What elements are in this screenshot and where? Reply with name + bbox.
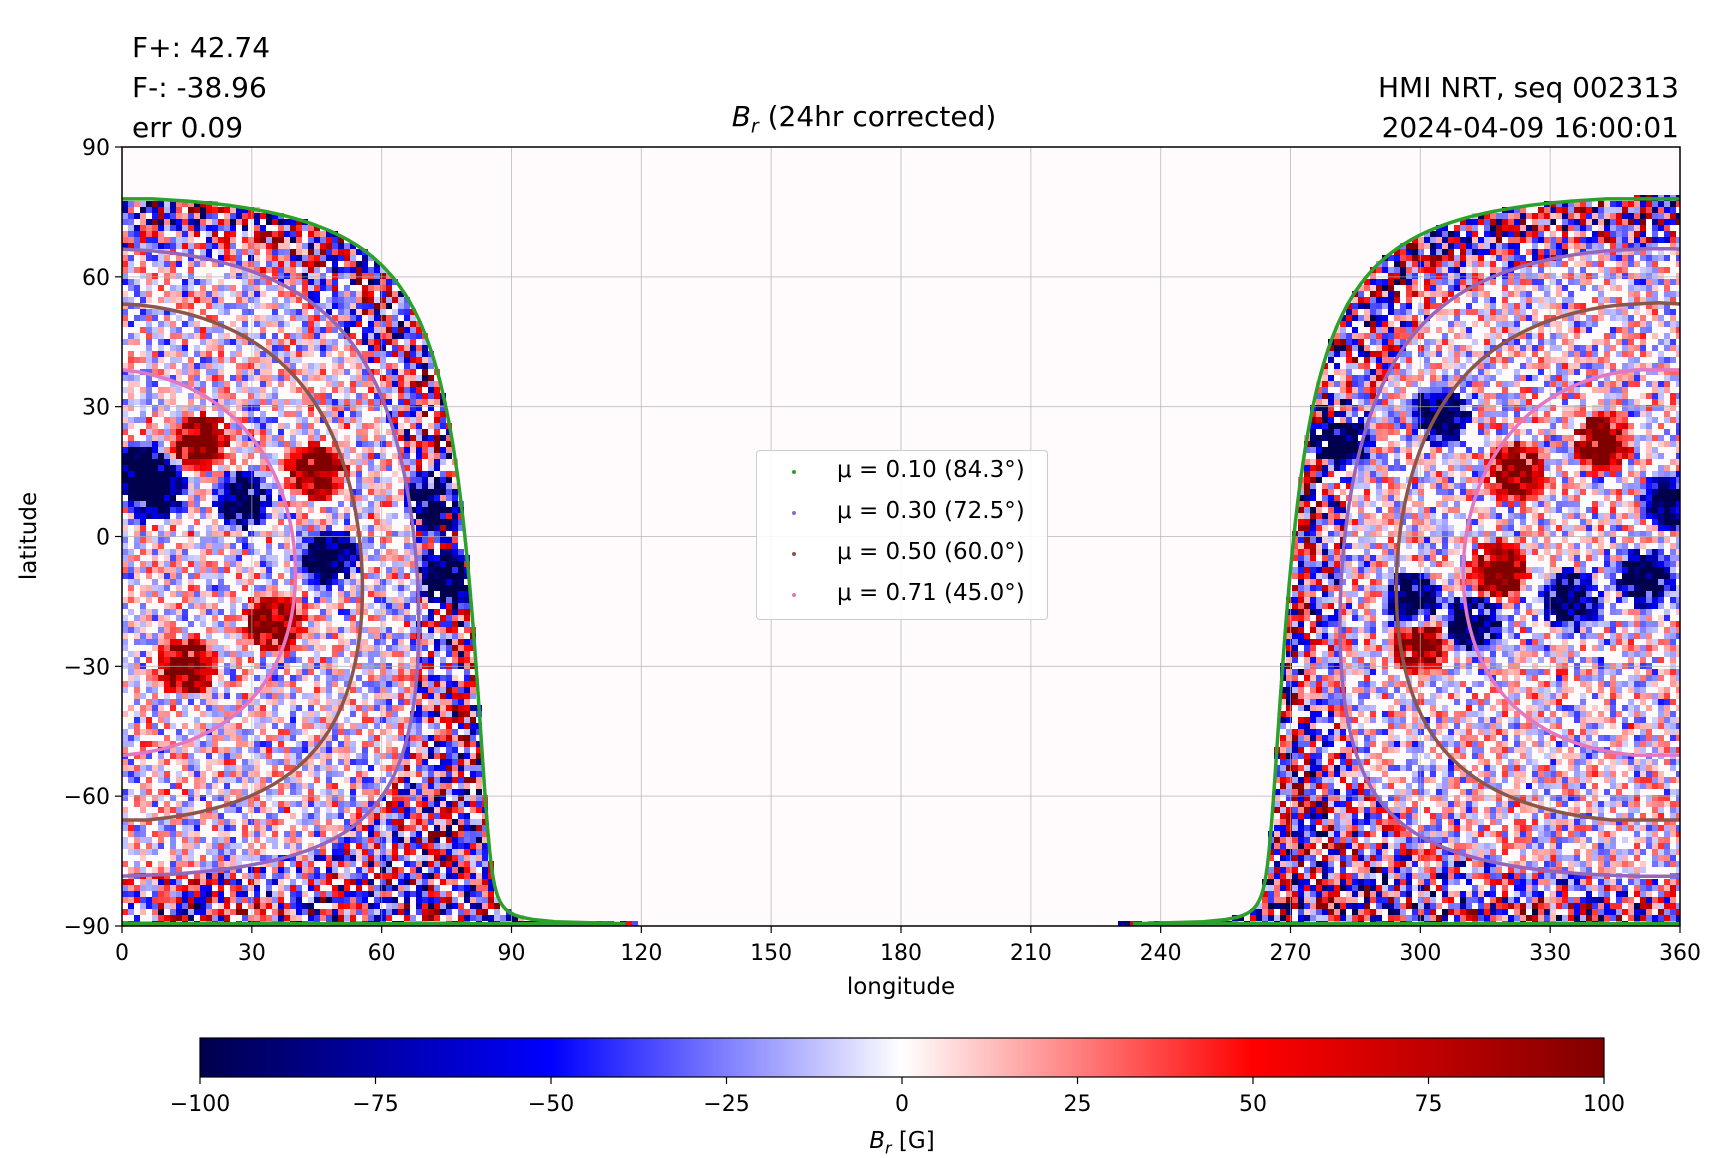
legend-label: μ = 0.71 (45.0°): [837, 580, 1025, 606]
colorbar-label-symbol: B: [869, 1128, 885, 1154]
y-tick-label: −30: [64, 655, 110, 680]
x-tick-label: 300: [1399, 941, 1441, 966]
x-tick-label: 150: [750, 941, 792, 966]
legend-marker: [792, 470, 796, 474]
legend-marker: [792, 511, 796, 515]
legend-item: μ = 0.30 (72.5°): [757, 494, 1047, 534]
colorbar-tick-label: −100: [170, 1092, 230, 1117]
x-tick-label: 330: [1529, 941, 1571, 966]
x-tick-label: 210: [1010, 941, 1052, 966]
x-tick-label: 240: [1140, 941, 1182, 966]
colorbar-tick-label: 75: [1415, 1092, 1443, 1117]
colorbar-tick-label: 25: [1064, 1092, 1092, 1117]
x-tick-label: 180: [880, 941, 922, 966]
colorbar-tick-label: −75: [352, 1092, 398, 1117]
x-axis-label: longitude: [0, 974, 1728, 1000]
y-tick-label: −90: [64, 915, 110, 940]
title-rest: (24hr corrected): [759, 100, 997, 133]
legend: μ = 0.10 (84.3°) μ = 0.30 (72.5°) μ = 0.…: [756, 450, 1048, 620]
legend-label: μ = 0.50 (60.0°): [837, 539, 1025, 565]
y-tick-label: 60: [82, 266, 110, 291]
colorbar-label-subscript: r: [885, 1139, 892, 1158]
x-tick-label: 30: [238, 941, 266, 966]
x-tick-label: 270: [1270, 941, 1312, 966]
y-axis-label: latitude: [16, 479, 42, 593]
legend-marker: [792, 552, 796, 556]
colorbar-tick-label: 50: [1239, 1092, 1267, 1117]
colorbar-ticks: −100 −75 −50 −25 0 25 50 75 100: [170, 1077, 1625, 1117]
colorbar: [200, 1038, 1604, 1077]
colorbar-tick-label: 0: [895, 1092, 909, 1117]
colorbar-tick-label: −25: [703, 1092, 749, 1117]
chart-title: Br (24hr corrected): [0, 100, 1728, 138]
y-tick-label: 90: [82, 136, 110, 161]
legend-item: μ = 0.10 (84.3°): [757, 453, 1047, 493]
title-symbol: B: [732, 100, 751, 133]
legend-item: μ = 0.71 (45.0°): [757, 576, 1047, 616]
title-subscript: r: [751, 116, 759, 138]
y-tick-label: −60: [64, 785, 110, 810]
legend-label: μ = 0.10 (84.3°): [837, 457, 1025, 483]
legend-item: μ = 0.50 (60.0°): [757, 535, 1047, 575]
colorbar-label-rest: [G]: [892, 1128, 935, 1154]
y-tick-label: 30: [82, 396, 110, 421]
x-tick-label: 0: [115, 941, 129, 966]
y-tick-label: 0: [96, 526, 110, 551]
x-tick-label: 60: [368, 941, 396, 966]
colorbar-label: Br [G]: [200, 1128, 1604, 1158]
colorbar-tick-label: −50: [528, 1092, 574, 1117]
x-tick-label: 90: [498, 941, 526, 966]
legend-label: μ = 0.30 (72.5°): [837, 498, 1025, 524]
flux-positive-label: F+: 42.74: [132, 28, 270, 68]
x-tick-label: 360: [1659, 941, 1701, 966]
legend-marker: [792, 593, 796, 597]
colorbar-tick-label: 100: [1583, 1092, 1625, 1117]
x-tick-label: 120: [620, 941, 662, 966]
